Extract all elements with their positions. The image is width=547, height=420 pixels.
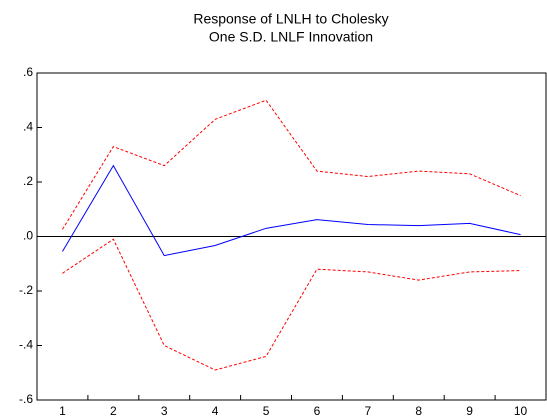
chart-title: Response of LNLH to Cholesky: [193, 11, 388, 27]
y-tick-label: .2: [23, 174, 33, 188]
x-tick-label: 7: [365, 404, 372, 418]
series-line: [62, 164, 521, 257]
series-line: [62, 99, 521, 230]
x-tick-label: 2: [110, 404, 117, 418]
y-tick-label: -.4: [19, 338, 33, 352]
x-tick-label: 8: [415, 404, 422, 418]
y-tick-label: -.2: [19, 283, 33, 297]
x-tick-label: 6: [314, 404, 321, 418]
x-tick-label: 9: [466, 404, 473, 418]
x-tick-label: 5: [263, 404, 270, 418]
y-tick-label: -.6: [19, 392, 33, 406]
x-tick-label: 4: [212, 404, 219, 418]
x-tick-label: 10: [514, 404, 528, 418]
chart-subtitle: One S.D. LNLF Innovation: [209, 29, 373, 45]
series-line: [62, 238, 521, 371]
y-tick-label: .4: [23, 120, 33, 134]
x-tick-label: 1: [59, 404, 66, 418]
x-tick-label: 3: [161, 404, 168, 418]
y-tick-label: .6: [23, 65, 33, 79]
y-tick-label: .0: [23, 229, 33, 243]
